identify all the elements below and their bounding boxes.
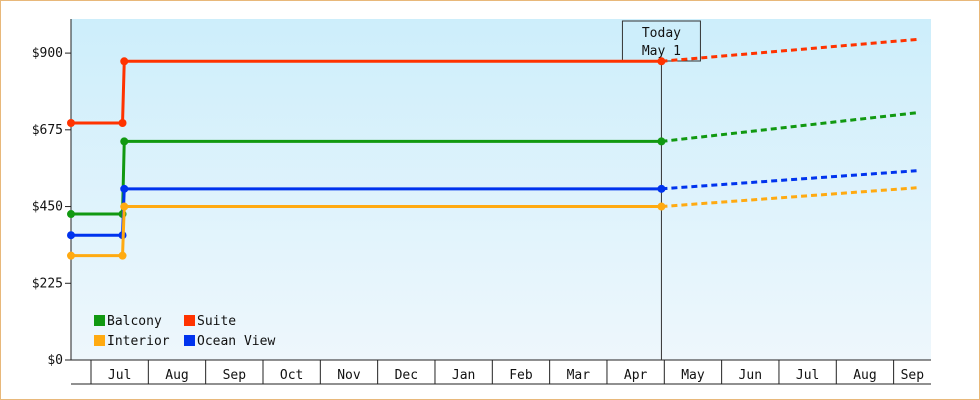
- x-tick-label: May: [681, 368, 705, 383]
- forecast-line-balcony: [661, 111, 917, 143]
- legend-swatch: [184, 315, 195, 326]
- legend-swatch: [94, 315, 105, 326]
- x-tick-label: Sep: [223, 368, 247, 383]
- x-tick-label: Aug: [853, 368, 876, 383]
- data-point-interior: [657, 202, 666, 211]
- data-point-suite: [657, 57, 666, 66]
- today-label: Today: [642, 26, 681, 41]
- x-tick-label: Mar: [567, 368, 591, 383]
- x-tick-label: Nov: [337, 368, 361, 383]
- data-point-balcony: [67, 210, 75, 219]
- data-point-ocean-view: [67, 231, 75, 240]
- data-point-interior: [118, 251, 127, 260]
- forecast-line-interior: [661, 186, 917, 209]
- today-marker-box: [621, 20, 701, 62]
- legend-swatch: [184, 335, 195, 346]
- forecast-line-suite: [661, 37, 917, 63]
- data-point-suite: [67, 119, 75, 128]
- x-tick-label: Oct: [280, 368, 303, 383]
- data-point-suite: [120, 57, 129, 66]
- x-tick-label: Apr: [624, 368, 648, 383]
- x-tick-label: Jul: [108, 368, 131, 383]
- legend: Balcony Suite Interior Ocean View: [94, 314, 275, 349]
- x-tick-label: Feb: [509, 368, 533, 383]
- legend-label: Suite: [197, 314, 236, 329]
- today-date: May 1: [642, 44, 681, 59]
- x-tick-label: Jul: [796, 368, 819, 383]
- forecast-line-ocean-view: [661, 169, 917, 191]
- legend-swatch: [94, 335, 105, 346]
- x-tick-label: Aug: [165, 368, 188, 383]
- x-tick-label: Jan: [452, 368, 475, 383]
- x-tick-label: Jun: [739, 368, 762, 383]
- legend-label: Ocean View: [197, 334, 275, 349]
- series-line-interior: [71, 205, 662, 258]
- data-point-ocean-view: [657, 184, 666, 193]
- series-line-suite: [71, 59, 662, 125]
- series-line-balcony: [71, 139, 662, 216]
- data-point-suite: [118, 119, 127, 128]
- data-point-balcony: [657, 137, 666, 146]
- legend-label: Balcony: [107, 314, 162, 329]
- data-point-interior: [67, 251, 75, 260]
- data-point-interior: [120, 202, 129, 211]
- data-point-balcony: [120, 137, 129, 146]
- y-tick-label: $0: [47, 353, 63, 368]
- y-tick-label: $450: [32, 200, 63, 215]
- data-point-ocean-view: [120, 184, 129, 193]
- x-tick-label: Dec: [395, 368, 418, 383]
- x-tick-label: Sep: [901, 368, 925, 383]
- y-tick-label: $675: [32, 123, 63, 138]
- y-tick-label: $225: [32, 276, 63, 291]
- legend-label: Interior: [107, 334, 170, 349]
- y-tick-label: $900: [32, 46, 63, 61]
